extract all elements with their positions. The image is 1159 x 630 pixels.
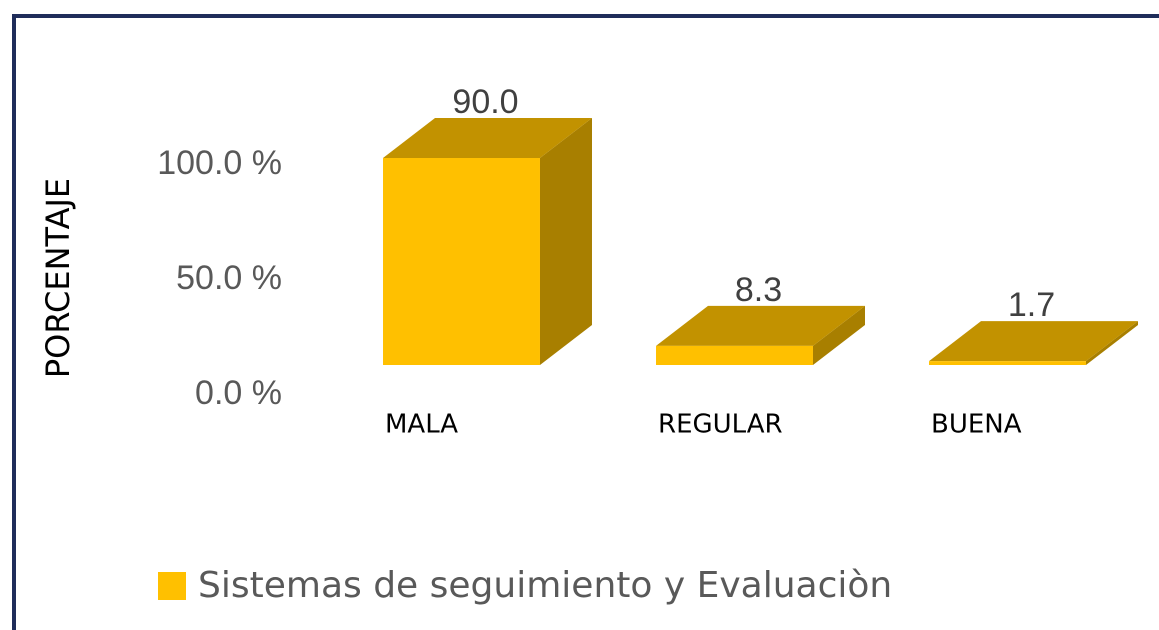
chart-border [12, 14, 1159, 630]
x-tick-label: BUENA [931, 410, 1022, 440]
bar [929, 321, 1138, 365]
bar-top [656, 305, 865, 346]
value-label: 8.3 [735, 271, 782, 309]
bar-side [539, 118, 592, 365]
bar-front [656, 345, 813, 365]
bar-front [929, 361, 1086, 365]
bar [656, 305, 865, 365]
value-label: 90.0 [452, 83, 518, 121]
bar-top [383, 118, 592, 158]
y-tick-label: 0.0 % [195, 374, 282, 412]
legend-swatch [158, 572, 186, 600]
x-tick-label: MALA [385, 410, 458, 440]
bar-side [1085, 321, 1138, 365]
bar-side [812, 305, 865, 365]
bar-top [929, 321, 1138, 362]
legend-label: Sistemas de seguimiento y Evaluaciòn [198, 565, 892, 606]
x-tick-label: REGULAR [658, 410, 783, 440]
y-tick-label: 100.0 % [157, 144, 282, 182]
bar [383, 118, 592, 365]
bar-front [383, 158, 540, 365]
value-label: 1.7 [1008, 286, 1055, 324]
y-axis-label: PORCENTAJE [39, 178, 77, 378]
y-tick-label: 50.0 % [176, 259, 282, 297]
